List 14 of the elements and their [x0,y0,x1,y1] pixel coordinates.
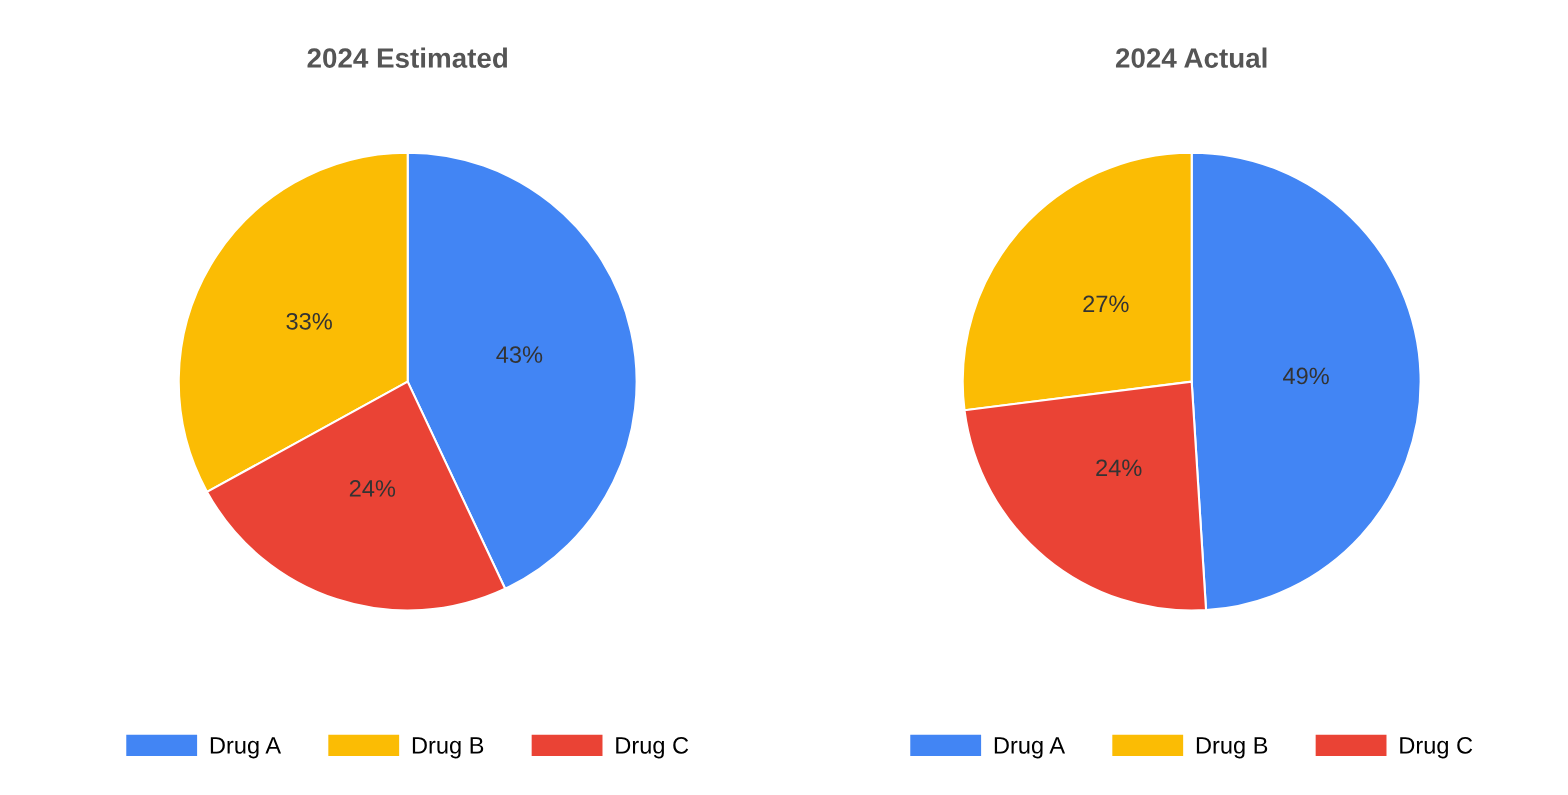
data-label: 24% [349,480,396,497]
data-label: 43% [496,346,543,363]
legend-label: Drug C [616,737,689,759]
chart-title: 2024 Actual [1115,47,1267,68]
data-label: 24% [1096,459,1142,477]
legend-label: Drug B [412,737,484,759]
data-label: 27% [1083,295,1129,313]
legend-label: Drug A [210,737,282,759]
data-label: 33% [286,312,332,330]
data-label: 49% [1283,367,1329,385]
legend-label: Drug A [994,737,1066,759]
legend-label: Drug C [1400,737,1473,759]
legend-label: Drug B [1196,737,1268,759]
chart-title: 2024 Estimated [307,47,507,68]
